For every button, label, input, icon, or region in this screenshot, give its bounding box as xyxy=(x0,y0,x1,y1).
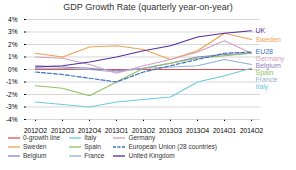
svg-text:-1%: -1% xyxy=(6,78,18,85)
html-text:France: France xyxy=(84,152,105,159)
html-text:United Kingdom: United Kingdom xyxy=(128,152,175,159)
html-text:Sweden: Sweden xyxy=(23,143,47,150)
svg-text:-2%: -2% xyxy=(6,91,18,98)
svg-text:2013Q3: 2013Q3 xyxy=(159,127,183,133)
svg-text:1%: 1% xyxy=(8,53,18,60)
html-text:Belgium: Belgium xyxy=(23,152,47,159)
svg-text:-4%: -4% xyxy=(6,116,18,123)
html-text:European Union (28 countries): European Union (28 countries) xyxy=(128,143,217,150)
svg-text:Italy: Italy xyxy=(256,83,269,91)
svg-text:2013Q1: 2013Q1 xyxy=(105,127,129,133)
html-text:Germany: Germany xyxy=(128,134,156,141)
html-text:Spain: Spain xyxy=(84,143,101,150)
svg-text:Sweden: Sweden xyxy=(256,36,281,43)
svg-text:Germany: Germany xyxy=(255,55,285,63)
svg-text:2014Q2: 2014Q2 xyxy=(240,127,264,133)
svg-text:2014Q1: 2014Q1 xyxy=(213,127,237,133)
svg-text:2012Q3: 2012Q3 xyxy=(51,127,75,133)
svg-text:0%: 0% xyxy=(8,66,18,73)
html-text:Italy: Italy xyxy=(84,134,97,141)
svg-text:4%: 4% xyxy=(8,16,18,23)
svg-text:3%: 3% xyxy=(8,28,18,35)
svg-text:Spain: Spain xyxy=(256,69,274,77)
svg-text:France: France xyxy=(256,76,278,83)
svg-text:2012Q2: 2012Q2 xyxy=(24,127,48,133)
html-text:0-growth line: 0-growth line xyxy=(23,134,61,141)
svg-text:Belgium: Belgium xyxy=(255,62,281,70)
svg-text:2012Q4: 2012Q4 xyxy=(78,127,102,133)
svg-text:2013Q2: 2013Q2 xyxy=(132,127,156,133)
svg-text:EU28: EU28 xyxy=(256,48,274,55)
svg-text:2013Q4: 2013Q4 xyxy=(186,127,210,133)
svg-text:-3%: -3% xyxy=(6,103,18,110)
svg-text:2%: 2% xyxy=(8,41,18,48)
svg-text:UK: UK xyxy=(256,27,266,34)
html-text:GDP Growth Rate (quarterly yea: GDP Growth Rate (quarterly year-on-year) xyxy=(63,2,233,12)
